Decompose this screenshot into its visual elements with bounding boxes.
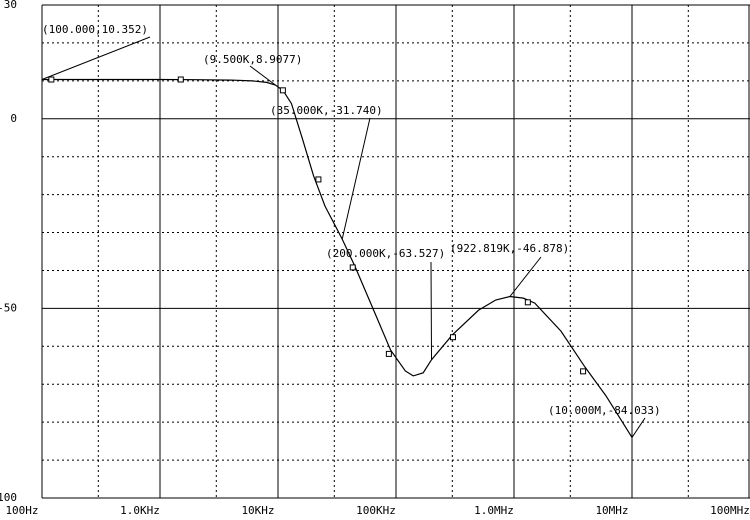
annotation-label: (100.000,10.352): [42, 23, 148, 36]
x-tick-label: 1.0KHz: [120, 504, 160, 517]
annotation-label: (35.000K,-31.740): [270, 104, 383, 117]
annotation-label: (922.819K,-46.878): [450, 242, 569, 255]
annotation-leader: [430, 261, 433, 360]
trace-marker: [385, 350, 392, 357]
x-tick-label: 1.0MHz: [474, 504, 514, 517]
trace-line: [41, 78, 633, 438]
x-tick-label: 10MHz: [595, 504, 628, 517]
trace-marker: [449, 334, 456, 341]
trace-marker: [524, 299, 531, 306]
y-tick-label: -100: [0, 491, 17, 504]
trace-marker: [580, 368, 587, 375]
trace-marker: [315, 176, 322, 183]
annotation-leader: [41, 36, 151, 80]
annotation-leader: [249, 65, 276, 86]
trace-marker: [177, 76, 184, 83]
x-tick-label: 100Hz: [5, 504, 38, 517]
annotation-leader: [341, 117, 371, 240]
annotation-label: (10.000M,-84.033): [548, 404, 661, 417]
x-tick-label: 10KHz: [241, 504, 274, 517]
trace-marker: [349, 264, 356, 271]
annotation-leader: [509, 256, 542, 297]
y-tick-label: 30: [4, 0, 17, 11]
annotation-label: (200.000K,-63.527): [326, 247, 445, 260]
annotation-leader: [631, 417, 646, 438]
trace-marker: [48, 76, 55, 83]
annotation-label: (9.500K,8.9077): [203, 53, 302, 66]
y-tick-label: -50: [0, 301, 17, 314]
trace-marker: [279, 87, 286, 94]
x-tick-label: 100MHz: [710, 504, 750, 517]
y-tick-label: 0: [10, 112, 17, 125]
x-tick-label: 100KHz: [356, 504, 396, 517]
